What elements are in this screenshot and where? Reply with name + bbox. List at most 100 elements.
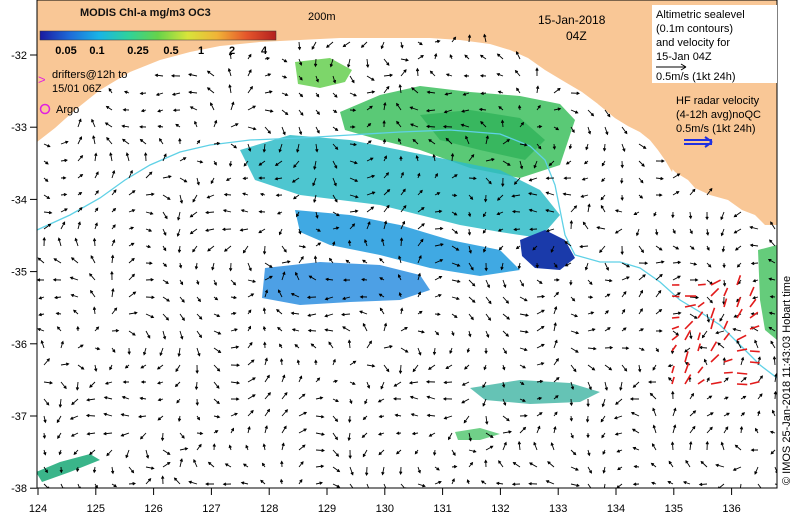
velocity-arrowhead <box>364 400 368 405</box>
velocity-arrow <box>601 205 606 213</box>
velocity-arrow <box>349 177 358 182</box>
velocity-arrow <box>293 160 300 168</box>
velocity-arrowhead <box>670 441 675 445</box>
velocity-arrowhead <box>198 334 203 339</box>
velocity-arrowhead <box>750 312 755 316</box>
velocity-arrowhead <box>38 296 43 300</box>
velocity-arrow <box>332 466 340 472</box>
velocity-arrow <box>315 449 324 451</box>
velocity-arrowhead <box>468 437 472 442</box>
velocity-arrowhead <box>770 451 774 455</box>
velocity-arrowhead <box>587 130 592 135</box>
velocity-arrowhead <box>659 247 663 251</box>
velocity-arrowhead <box>632 384 637 388</box>
velocity-arrowhead <box>653 213 657 217</box>
velocity-arrowhead <box>247 426 251 430</box>
velocity-arrowhead <box>484 459 488 464</box>
velocity-arrowhead <box>688 215 693 220</box>
velocity-arrowhead <box>600 419 604 423</box>
velocity-arrowhead <box>445 365 449 370</box>
velocity-arrowhead <box>240 481 245 485</box>
hf-radar-arrow <box>710 381 722 385</box>
velocity-arrowhead <box>733 214 738 218</box>
velocity-arrowhead <box>393 383 398 387</box>
velocity-arrowhead <box>377 432 382 436</box>
velocity-arrow <box>210 102 215 111</box>
velocity-arrowhead <box>652 424 656 429</box>
velocity-arrow <box>410 106 419 111</box>
velocity-arrowhead <box>380 386 384 390</box>
velocity-arrowhead <box>643 145 647 149</box>
velocity-arrowhead <box>685 459 689 464</box>
chl-patch-east <box>758 245 777 340</box>
velocity-arrow <box>213 381 220 389</box>
velocity-arrowhead <box>386 85 390 90</box>
velocity-arrowhead <box>347 339 352 344</box>
velocity-arrow <box>247 143 251 151</box>
velocity-arrow <box>179 194 183 203</box>
hf-radar-arrow <box>710 287 720 297</box>
velocity-arrow <box>104 413 113 417</box>
velocity-arrowhead <box>229 267 233 272</box>
velocity-arrowhead <box>269 275 273 279</box>
velocity-arrow <box>383 205 390 213</box>
hf-radar-arrow <box>723 298 728 308</box>
velocity-arrow <box>189 91 198 94</box>
velocity-arrow <box>706 188 713 196</box>
velocity-arrowhead <box>555 291 560 296</box>
velocity-arrowhead <box>689 440 693 445</box>
velocity-arrowhead <box>620 180 624 184</box>
velocity-arrowhead <box>368 489 370 491</box>
velocity-arrowhead <box>311 46 315 50</box>
legend-tick-1: 0.1 <box>89 45 104 57</box>
velocity-arrowhead <box>602 147 607 152</box>
velocity-arrowhead <box>264 425 268 429</box>
velocity-arrowhead <box>461 109 465 113</box>
velocity-arrowhead <box>92 135 96 139</box>
velocity-arrowhead <box>640 328 645 332</box>
velocity-arrowhead <box>709 187 713 192</box>
velocity-arrowhead <box>110 254 115 259</box>
velocity-arrowhead <box>650 462 655 467</box>
hf-radar-arrow <box>710 307 716 319</box>
velocity-arrow <box>427 91 436 94</box>
velocity-arrowhead <box>485 135 489 139</box>
velocity-arrow <box>417 255 422 264</box>
velocity-arrowhead <box>689 230 693 235</box>
velocity-arrow <box>213 347 221 353</box>
velocity-arrowhead <box>291 179 296 183</box>
x-axis: 124 125 126 127 128 129 130 131 132 133 134 135 136 <box>29 488 741 515</box>
legend-tick-2: 0.25 <box>127 45 148 57</box>
velocity-arrow <box>400 69 407 77</box>
velocity-arrowhead <box>497 228 502 232</box>
velocity-arrow <box>349 160 357 164</box>
velocity-arrowhead <box>147 478 152 482</box>
velocity-arrowhead <box>172 108 177 112</box>
velocity-arrow <box>485 432 493 438</box>
velocity-arrowhead <box>659 193 663 197</box>
velocity-arrowhead <box>472 299 476 303</box>
velocity-arrow <box>179 459 183 468</box>
hf-radar-arrow <box>736 297 742 308</box>
velocity-arrowhead <box>555 357 559 362</box>
velocity-arrowhead <box>449 350 453 355</box>
velocity-arrow <box>516 51 521 60</box>
velocity-arrowhead <box>282 271 286 275</box>
velocity-arrow <box>223 209 232 213</box>
velocity-arrowhead <box>212 443 216 447</box>
velocity-arrow <box>427 396 436 400</box>
velocity-arrow <box>162 194 170 200</box>
velocity-arrowhead <box>302 245 307 249</box>
velocity-arrowhead <box>434 53 438 57</box>
velocity-arrowhead <box>385 172 390 176</box>
velocity-arrowhead <box>590 113 595 117</box>
velocity-arrowhead <box>428 433 433 437</box>
velocity-arrowhead <box>591 367 596 371</box>
velocity-arrowhead <box>759 393 763 397</box>
velocity-arrow <box>716 464 725 468</box>
velocity-arrowhead <box>333 109 338 113</box>
velocity-arrowhead <box>359 310 363 314</box>
velocity-arrow <box>587 347 596 350</box>
velocity-arrowhead <box>429 70 434 74</box>
velocity-arrowhead <box>426 413 431 418</box>
